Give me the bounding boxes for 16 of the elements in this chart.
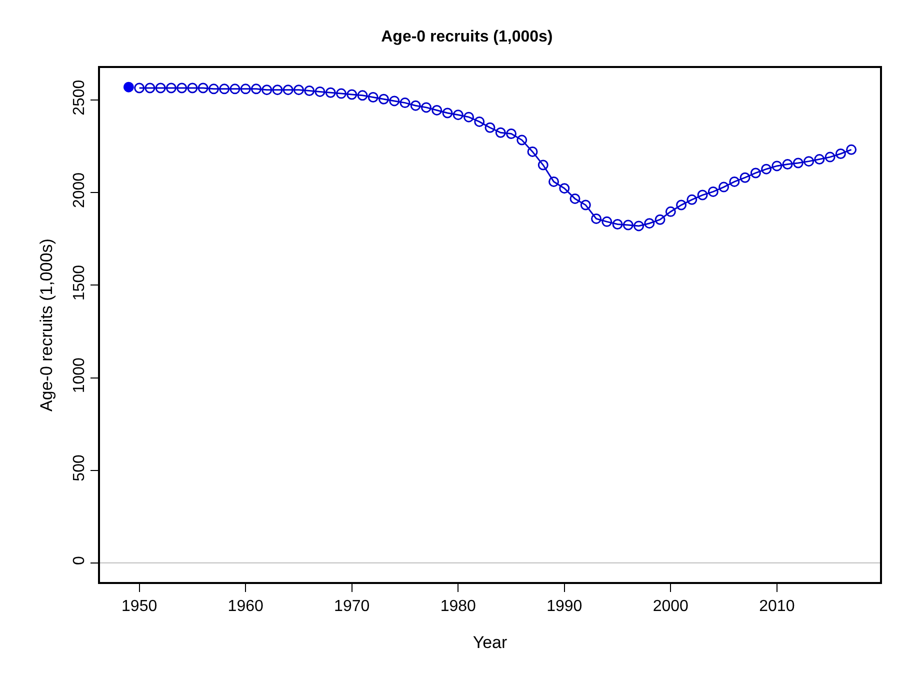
x-tick-label: 1970 bbox=[334, 598, 370, 615]
x-axis-title: Year bbox=[472, 632, 508, 652]
y-axis-title: Age-0 recruits (1,000s) bbox=[36, 238, 56, 412]
x-tick-label: 1980 bbox=[440, 598, 476, 615]
x-tick-label: 2000 bbox=[652, 598, 689, 615]
x-tick-label: 1960 bbox=[228, 598, 264, 615]
y-tick-label: 0 bbox=[70, 556, 88, 565]
y-tick-label: 500 bbox=[70, 454, 88, 482]
x-tick-label: 2010 bbox=[759, 598, 795, 615]
y-tick-label: 2000 bbox=[70, 172, 88, 208]
x-tick-label: 1950 bbox=[122, 598, 158, 615]
y-tick-label: 1000 bbox=[70, 357, 88, 394]
y-tick-label: 2500 bbox=[70, 80, 88, 116]
y-tick-label: 1500 bbox=[70, 264, 88, 301]
chart-title: Age-0 recruits (1,000s) bbox=[381, 28, 553, 46]
x-tick-label: 1990 bbox=[546, 598, 582, 615]
